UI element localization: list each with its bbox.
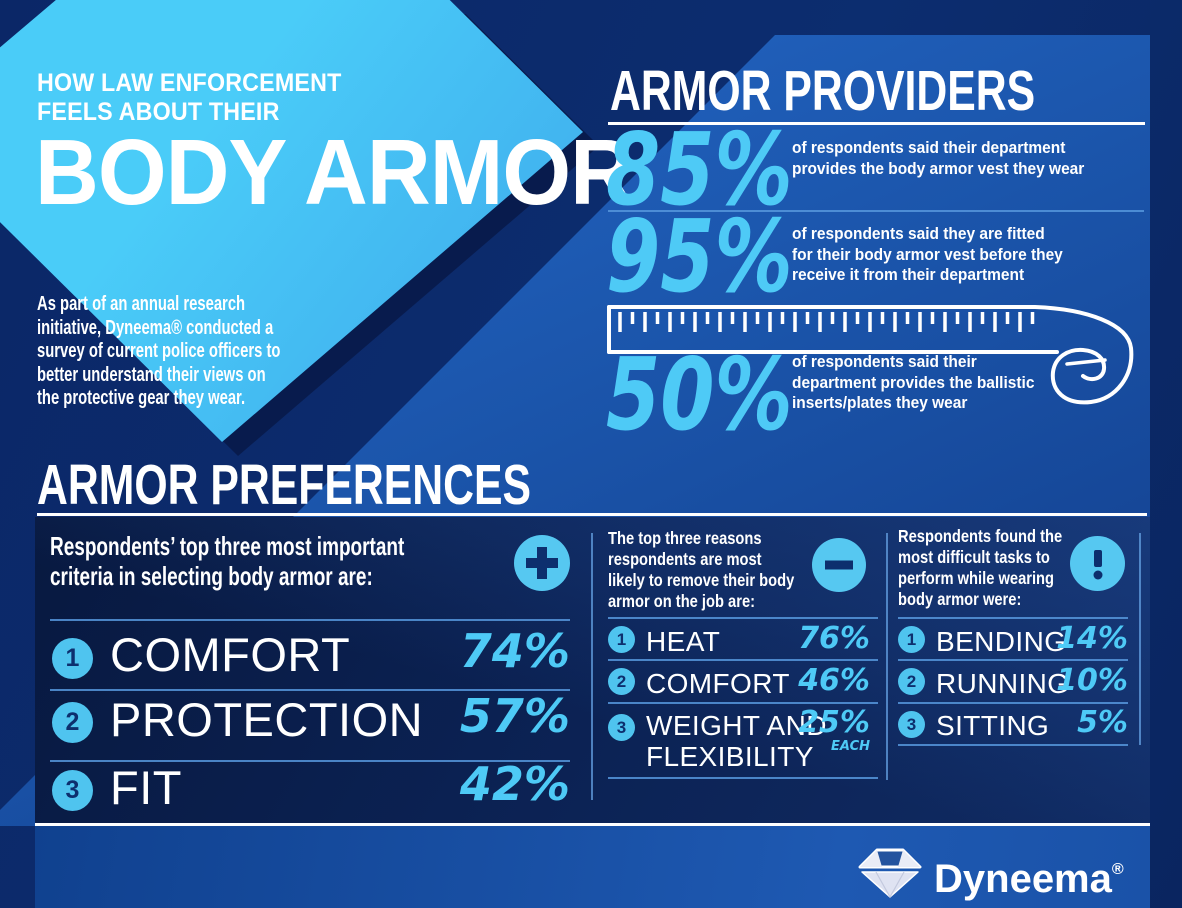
col2-rule-2 — [608, 659, 878, 661]
rank-badge: 3 — [52, 770, 93, 811]
column-divider-3 — [1139, 533, 1141, 745]
task-label: BENDING — [936, 626, 1067, 657]
intro-paragraph: As part of an annual research initiative… — [37, 293, 281, 409]
stat-divider — [608, 210, 1144, 212]
col3-intro-wrap: Respondents found the most difficult tas… — [898, 526, 1098, 610]
reason-label: COMFORT — [646, 668, 790, 699]
title-line-2: ARMOR — [304, 120, 634, 224]
col3-intro: Respondents found the most difficult tas… — [898, 526, 1063, 609]
col1-intro: Respondents’ top three most important cr… — [50, 531, 405, 591]
page-title: BODY ARMOR — [35, 120, 650, 224]
col3-rule-1 — [898, 617, 1128, 619]
task-value: 14% — [1056, 621, 1128, 656]
criteria-label: COMFORT — [110, 628, 351, 681]
reason-value: 46% — [798, 663, 870, 698]
stat-value-85: 85% — [606, 111, 793, 228]
rank-badge: 1 — [608, 626, 635, 653]
criteria-value: 57% — [459, 689, 570, 743]
plus-icon — [514, 535, 570, 591]
preferences-heading: ARMOR PREFERENCES — [37, 453, 532, 517]
rank-badge: 2 — [52, 702, 93, 743]
col2-intro: The top three reasons respondents are mo… — [608, 528, 795, 611]
rank-badge: 1 — [52, 638, 93, 679]
stat-value-95: 95% — [606, 198, 793, 315]
task-value: 5% — [1077, 705, 1128, 740]
preferences-heading-wrap: ARMOR PREFERENCES — [37, 457, 696, 514]
header-block: HOW LAW ENFORCEMENT FEELS ABOUT THEIR — [37, 69, 364, 127]
col1-rule-2 — [50, 689, 570, 691]
brand-name: Dyneema — [934, 857, 1112, 901]
rank-badge: 2 — [608, 668, 635, 695]
stat-desc-50: of respondents said their department pro… — [792, 352, 1035, 412]
criteria-label: PROTECTION — [110, 693, 424, 746]
rank-badge: 3 — [608, 714, 635, 741]
providers-heading-wrap: ARMOR PROVIDERS — [610, 63, 1177, 120]
registered-trademark: ® — [1111, 861, 1124, 878]
criteria-value: 74% — [459, 624, 570, 678]
rank-badge: 3 — [898, 711, 925, 738]
col2-intro-wrap: The top three reasons respondents are mo… — [608, 528, 858, 612]
diamond-gem-icon — [858, 848, 922, 899]
task-label: RUNNING — [936, 668, 1070, 699]
stat-value-50: 50% — [606, 336, 793, 453]
reason-label: WEIGHT AND FLEXIBILITY — [646, 710, 827, 772]
column-divider-1 — [591, 533, 593, 800]
col2-rule-3 — [608, 702, 878, 704]
criteria-label: FIT — [110, 761, 182, 814]
providers-heading-rule — [608, 122, 1145, 125]
stat-desc-85: of respondents said their department pro… — [792, 138, 1085, 178]
kicker: HOW LAW ENFORCEMENT FEELS ABOUT THEIR — [37, 69, 342, 126]
rank-badge: 2 — [898, 668, 925, 695]
exclamation-icon — [1070, 536, 1125, 591]
criteria-value: 42% — [459, 757, 570, 811]
col3-rule-2 — [898, 659, 1128, 661]
col1-rule-3 — [50, 760, 570, 762]
intro-paragraph-wrap: As part of an annual research initiative… — [37, 293, 437, 411]
preferences-heading-rule — [37, 513, 1147, 516]
reason-label: HEAT — [646, 626, 721, 657]
col3-rule-3 — [898, 702, 1128, 704]
col3-rule-4 — [898, 744, 1128, 746]
task-value: 10% — [1056, 663, 1128, 698]
reason-value-suffix: EACH — [831, 739, 870, 754]
rank-badge: 1 — [898, 626, 925, 653]
footer-band — [35, 823, 1150, 908]
brand-wordmark: Dyneema® — [934, 850, 1124, 899]
providers-heading: ARMOR PROVIDERS — [610, 59, 1036, 123]
reason-value: 25% — [798, 705, 870, 740]
column-divider-2 — [886, 533, 888, 780]
reason-value: 76% — [798, 621, 870, 656]
col1-rule-1 — [50, 619, 570, 621]
title-line-1: BODY — [35, 120, 287, 224]
col1-intro-wrap: Respondents’ top three most important cr… — [50, 531, 610, 591]
tape-measure-icon — [607, 305, 1134, 405]
stat-desc-95: of respondents said they are fitted for … — [792, 224, 1063, 284]
col2-rule-1 — [608, 617, 878, 619]
task-label: SITTING — [936, 710, 1050, 741]
minus-icon — [812, 538, 866, 592]
col2-rule-4 — [608, 777, 878, 779]
